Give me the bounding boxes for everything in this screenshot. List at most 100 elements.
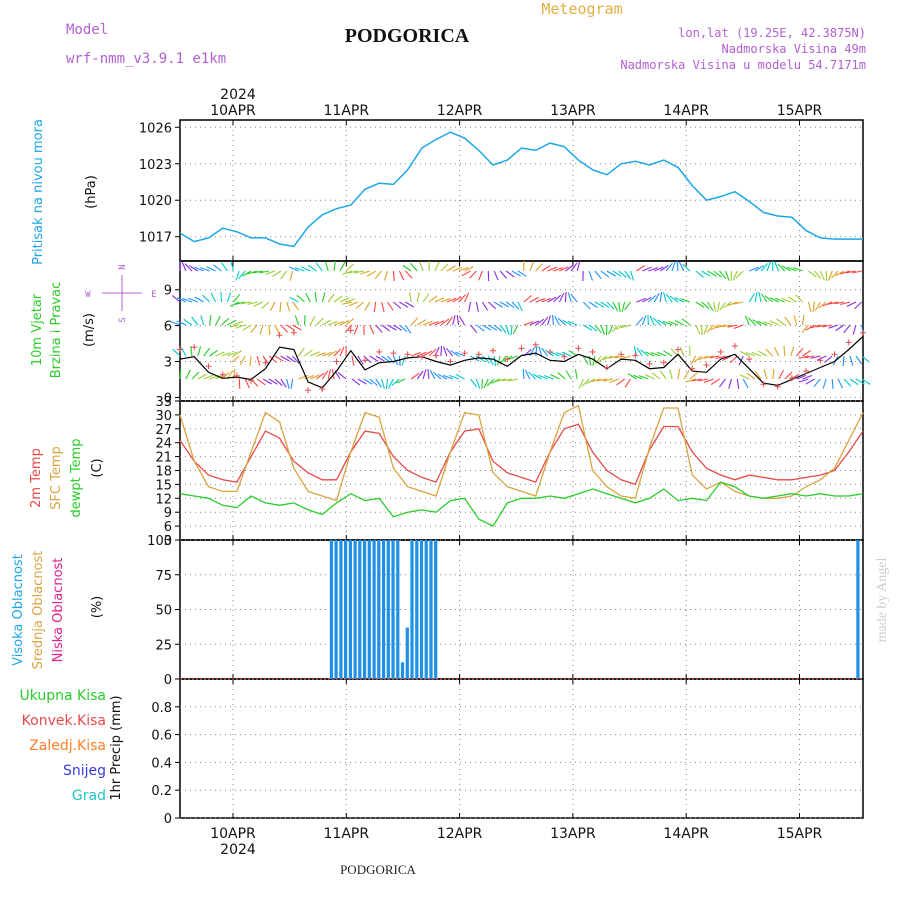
wind-arrow — [194, 266, 204, 272]
wind-arrow — [861, 378, 871, 385]
wind-arrow — [748, 293, 755, 303]
wind-arrow — [229, 324, 240, 328]
wind-arrow — [428, 295, 438, 303]
wind-arrow — [213, 264, 222, 272]
wind-arrow — [189, 265, 199, 272]
wind-arrow — [600, 270, 610, 278]
wind-arrow — [235, 324, 246, 329]
precip-legend-convective: Konvek.Kisa — [22, 713, 106, 729]
wind-arrow — [464, 266, 474, 272]
wind-arrow — [835, 324, 845, 331]
wind-arrow — [843, 378, 852, 387]
wind-arrow — [525, 369, 531, 380]
cloud-bars — [329, 540, 860, 679]
wind-arrow — [647, 314, 649, 326]
tick-label-y: 0.6 — [151, 729, 172, 744]
wind-arrow — [416, 319, 426, 326]
wind-arrow — [656, 351, 667, 357]
wind-arrow — [298, 374, 309, 380]
wind-arrow — [508, 378, 519, 382]
wind-arrow — [322, 351, 332, 357]
tick-label-y: 0.8 — [151, 701, 172, 716]
wind-arrow — [215, 315, 221, 326]
wind-arrow — [612, 301, 619, 312]
wind-arrow — [428, 321, 439, 326]
cloud-bar — [386, 540, 390, 679]
tick-label-y: 0.2 — [151, 784, 172, 799]
wind-arrow — [727, 324, 738, 328]
cloud-bar — [396, 540, 400, 679]
top-date-label: 11APR — [324, 103, 370, 119]
wind-arrow — [690, 355, 697, 365]
wind-arrow — [541, 347, 549, 357]
wind-arrow — [758, 292, 762, 303]
wind-speed-line — [179, 335, 864, 389]
wind-arrow — [837, 378, 843, 389]
wind-arrow — [564, 291, 567, 303]
wind-arrow — [742, 378, 749, 389]
wind-arrow — [798, 355, 809, 359]
wind-ylabel-1: 10m Vjetar — [30, 293, 45, 366]
wind-arrow — [289, 266, 299, 272]
wind-arrow — [650, 351, 661, 357]
wind-arrow — [256, 378, 266, 386]
wind-arrow — [682, 263, 691, 272]
wind-arrow — [459, 316, 466, 326]
wind-arrow — [669, 295, 679, 303]
wind-arrow — [401, 355, 406, 366]
wind-arrow — [191, 316, 199, 326]
wind-arrow — [357, 355, 364, 365]
wind-arrow — [652, 317, 661, 326]
compass-e: E — [151, 290, 156, 300]
wind-arrow — [541, 297, 552, 303]
wind-arrow — [703, 324, 709, 335]
wind-arrow — [422, 369, 427, 380]
cloud-bar — [367, 540, 371, 679]
wind-arrow — [221, 262, 228, 272]
wind-arrow — [197, 373, 207, 380]
wind-arrow — [402, 265, 412, 272]
wind-arrow — [333, 320, 344, 326]
gust-markers — [177, 327, 866, 394]
wind-arrow — [523, 295, 532, 303]
wind-arrow — [697, 378, 708, 382]
wind-arrow — [528, 371, 537, 380]
wind-arrow — [578, 378, 584, 389]
wind-arrow — [221, 352, 232, 357]
bottom-date-label: 12APR — [437, 826, 483, 842]
wind-arrow — [493, 355, 497, 366]
wind-arrow — [511, 270, 521, 277]
wind-arrow — [227, 351, 237, 357]
wind-arrow — [289, 270, 294, 281]
wind-arrow — [176, 320, 187, 326]
wind-arrow — [183, 318, 193, 326]
wind-arrow — [621, 301, 626, 312]
wind-arrow — [624, 378, 632, 388]
wind-arrow — [707, 270, 717, 277]
wind-arrow — [698, 355, 708, 361]
wind-arrow — [686, 378, 696, 383]
wind-arrow — [262, 378, 272, 385]
wind-arrow — [476, 324, 485, 332]
wind-arrow — [399, 324, 408, 333]
wind-arrow — [470, 324, 478, 334]
compass-n: N — [118, 264, 128, 269]
wind-arrow — [728, 378, 732, 389]
wind-arrow — [298, 347, 305, 357]
tick-label-y: 0 — [164, 812, 172, 827]
wind-arrow — [677, 369, 681, 380]
wind-arrow — [774, 261, 780, 272]
wind-arrow — [233, 350, 243, 357]
wind-arrow — [736, 378, 740, 389]
wind-arrow — [261, 301, 270, 310]
wind-unit: (m/s) — [82, 313, 97, 347]
tick-label-y: 1020 — [139, 194, 172, 209]
wind-arrow — [775, 297, 785, 303]
wind-arrow — [538, 374, 548, 380]
wind-arrow — [840, 301, 851, 306]
cloud-bar — [415, 540, 419, 679]
wind-arrow — [609, 378, 619, 384]
wind-arrow — [616, 378, 626, 386]
wind-arrow — [256, 355, 261, 366]
wind-arrow — [842, 355, 845, 367]
